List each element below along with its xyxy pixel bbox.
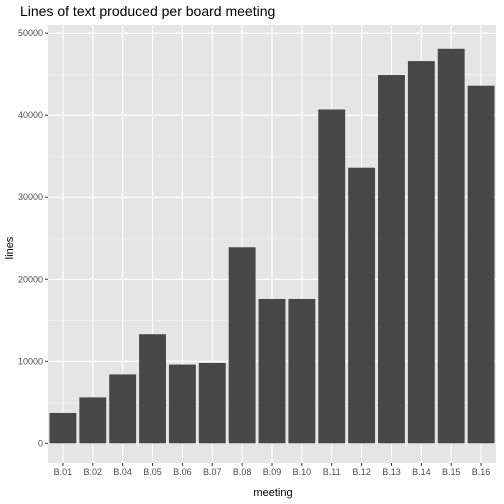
y-tick-label: 50000 — [18, 28, 43, 38]
bar-b02 — [79, 397, 107, 444]
bar-b11 — [318, 109, 346, 444]
y-tick-label: 0 — [38, 438, 43, 448]
x-axis-title: meeting — [253, 487, 292, 499]
bar-b14 — [407, 61, 435, 444]
x-tick-label: B.15 — [442, 467, 461, 477]
bar-b09 — [258, 298, 286, 444]
x-tick-label: B.08 — [233, 467, 252, 477]
y-tick-label: 40000 — [18, 110, 43, 120]
x-tick-label: B.04 — [113, 467, 132, 477]
y-axis: 0 10000 20000 30000 40000 50000 — [18, 28, 48, 448]
x-tick-label: B.11 — [323, 467, 341, 477]
bar-b16 — [467, 85, 495, 444]
x-tick-label: B.01 — [54, 467, 73, 477]
y-axis-title: lines — [4, 236, 16, 259]
x-axis: B.01 B.02 B.04 B.05 B.06 B.07 B.08 B.09 B.10 B.11… — [54, 463, 491, 477]
x-tick-label: B.02 — [84, 467, 103, 477]
x-tick-label: B.13 — [382, 467, 401, 477]
bar-b07 — [198, 362, 226, 444]
bar-b04 — [109, 374, 137, 444]
y-tick-label: 30000 — [18, 192, 43, 202]
y-tick-label: 10000 — [18, 356, 43, 366]
bars — [49, 48, 495, 444]
x-tick-label: B.05 — [143, 467, 162, 477]
bar-b08 — [228, 247, 256, 444]
bar-b10 — [288, 298, 316, 444]
x-tick-label: B.14 — [412, 467, 431, 477]
bar-b15 — [437, 48, 465, 444]
x-tick-label: B.12 — [352, 467, 371, 477]
y-tick-label: 20000 — [18, 274, 43, 284]
x-tick-label: B.10 — [293, 467, 312, 477]
bar-b13 — [378, 75, 405, 444]
x-tick-label: B.06 — [173, 467, 192, 477]
bar-b12 — [348, 167, 376, 444]
bar-b05 — [139, 334, 166, 444]
bar-b01 — [49, 412, 77, 444]
x-tick-label: B.07 — [203, 467, 222, 477]
x-tick-label: B.16 — [472, 467, 491, 477]
bar-b06 — [168, 364, 196, 444]
x-tick-label: B.09 — [263, 467, 282, 477]
chart-title: Lines of text produced per board meeting — [20, 3, 275, 19]
